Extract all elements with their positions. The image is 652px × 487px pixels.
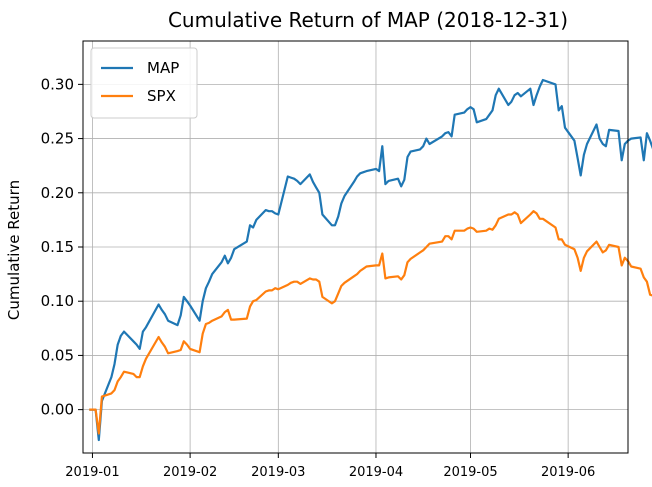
series-line-map: [89, 78, 652, 442]
y-tick-label: 0.05: [41, 346, 74, 364]
y-tick-label: 0.20: [41, 184, 74, 202]
x-tick-label: 2019-05: [443, 465, 497, 480]
legend: MAP SPX: [90, 47, 198, 119]
y-tick-label: 0.30: [41, 75, 74, 93]
x-tick-label: 2019-02: [163, 465, 217, 480]
y-tick-label: 0.00: [41, 401, 74, 419]
y-axis-label: Cumulative Return: [5, 180, 23, 320]
y-axis: 0.00 0.05 0.10 0.15 0.20 0.25 0.30: [41, 75, 83, 419]
x-tick-label: 2019-03: [251, 465, 305, 480]
y-tick-label: 0.10: [41, 292, 74, 310]
series-layer: [89, 78, 652, 442]
x-tick-label: 2019-06: [541, 465, 595, 480]
legend-box: [90, 47, 198, 119]
y-tick-label: 0.25: [41, 130, 74, 148]
y-tick-label: 0.15: [41, 238, 74, 256]
legend-label-spx: SPX: [147, 87, 176, 105]
x-axis: 2019-01 2019-02 2019-03 2019-04 2019-05 2019-…: [65, 453, 595, 480]
chart-title: Cumulative Return of MAP (2018-12-31): [168, 8, 568, 32]
legend-label-map: MAP: [147, 59, 179, 77]
x-tick-label: 2019-04: [349, 465, 403, 480]
x-tick-label: 2019-01: [65, 465, 119, 480]
series-line-spx: [89, 210, 652, 435]
